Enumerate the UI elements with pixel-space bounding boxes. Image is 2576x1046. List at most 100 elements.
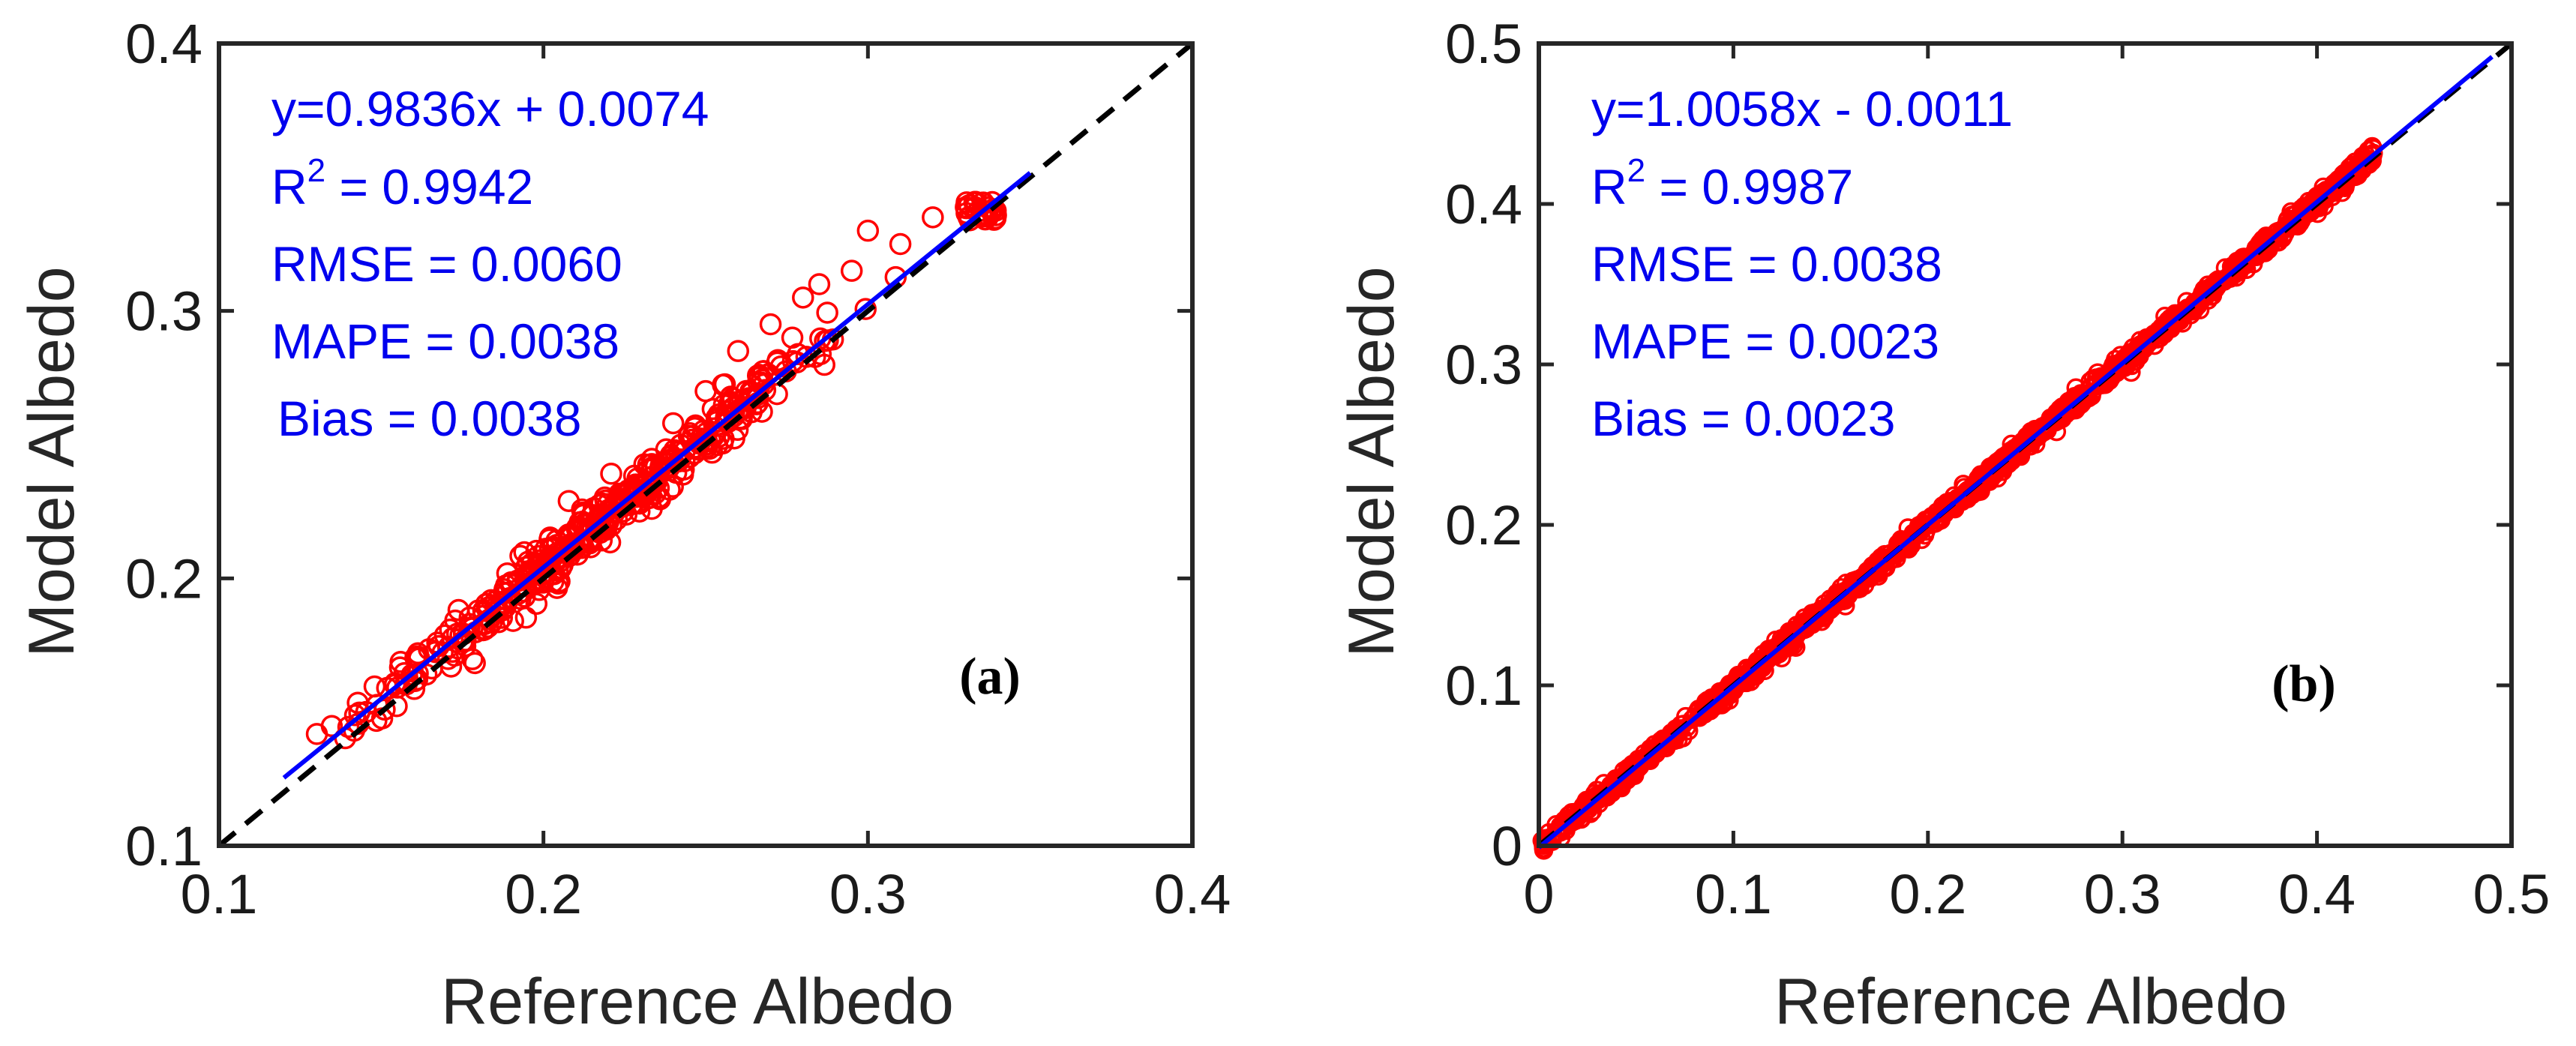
panel-a-label: (a) bbox=[959, 648, 1021, 706]
scatter-point bbox=[1936, 501, 1957, 520]
scatter-point bbox=[854, 298, 877, 320]
scatter-point bbox=[441, 627, 464, 649]
x-tick-label: 0.1 bbox=[1695, 863, 1772, 925]
scatter-point bbox=[628, 500, 651, 523]
scatter-point bbox=[2185, 293, 2206, 313]
scatter-point bbox=[840, 259, 863, 282]
scatter-point bbox=[759, 313, 782, 336]
x-tick-label: 0.1 bbox=[181, 863, 258, 925]
panel-a-x-axis-label: Reference Albedo bbox=[441, 966, 954, 1038]
panel-a-ticks bbox=[217, 41, 1195, 848]
panel-b-r2: R2 = 0.9987 bbox=[1591, 152, 1853, 214]
scatter-point bbox=[561, 537, 584, 559]
x-tick-label: 0.3 bbox=[829, 863, 907, 925]
scatter-point bbox=[1711, 689, 1731, 709]
scatter-point bbox=[2160, 315, 2179, 335]
scatter-point bbox=[404, 646, 427, 669]
scatter-point bbox=[766, 382, 788, 406]
scatter-point bbox=[1564, 808, 1583, 829]
scatter-point bbox=[1839, 582, 1858, 601]
x-tick-label: 0.2 bbox=[505, 863, 582, 925]
y-tick-label: 0.1 bbox=[1445, 655, 1522, 717]
x-tick-label: 0.4 bbox=[1154, 863, 1231, 925]
panel-a-tick-labels: 0.1 0.2 0.3 0.4 0.1 0.2 0.3 0.4 bbox=[125, 13, 1231, 925]
scatter-point bbox=[1963, 481, 1982, 502]
scatter-point bbox=[1940, 498, 1960, 518]
panel-a-rmse: RMSE = 0.0060 bbox=[271, 236, 622, 292]
scatter-point bbox=[363, 675, 386, 698]
x-tick-label: 0.3 bbox=[2084, 863, 2161, 925]
panel-a-fit-equation: y=0.9836x + 0.0074 bbox=[271, 81, 709, 136]
scatter-point bbox=[2281, 216, 2301, 235]
panel-b-bias: Bias = 0.0023 bbox=[1591, 391, 1895, 446]
panel-a-one-to-one-line bbox=[217, 41, 1195, 848]
scatter-point bbox=[337, 715, 360, 739]
scatter-point bbox=[2224, 261, 2244, 280]
scatter-point bbox=[654, 452, 677, 475]
scatter-point bbox=[1739, 667, 1759, 686]
y-tick-label: 0 bbox=[1492, 815, 1522, 877]
y-tick-label: 0.3 bbox=[1445, 334, 1522, 396]
y-tick-label: 0.3 bbox=[125, 280, 202, 343]
scatter-point bbox=[2324, 178, 2344, 197]
y-tick-label: 0.4 bbox=[1445, 173, 1522, 235]
scatter-point bbox=[727, 340, 750, 362]
scatter-point bbox=[1855, 568, 1874, 589]
panel-a-y-axis-label: Model Albedo bbox=[16, 266, 88, 657]
panel-b-mape: MAPE = 0.0023 bbox=[1591, 313, 1939, 369]
scatter-point bbox=[2264, 229, 2284, 249]
y-tick-label: 0.2 bbox=[125, 547, 202, 610]
scatter-point bbox=[808, 273, 831, 295]
scatter-point bbox=[538, 528, 561, 551]
panel-b-fit-equation: y=1.0058x - 0.0011 bbox=[1591, 81, 2013, 136]
panel-b-fit-line bbox=[1537, 55, 2494, 850]
y-tick-label: 0.1 bbox=[125, 815, 202, 877]
x-tick-label: 0.4 bbox=[2278, 863, 2356, 925]
scatter-point bbox=[792, 286, 814, 309]
scatter-point bbox=[1628, 754, 1648, 774]
panel-a-axes-frame bbox=[217, 41, 1195, 848]
y-tick-label: 0.2 bbox=[1445, 494, 1522, 556]
scatter-point bbox=[661, 412, 685, 435]
panel-a-bias: Bias = 0.0038 bbox=[277, 391, 581, 446]
scatter-point bbox=[1921, 509, 1942, 529]
scatter-point bbox=[1642, 744, 1663, 764]
scatter-point bbox=[439, 618, 461, 641]
scatter-point bbox=[889, 232, 912, 256]
panel-b-chart: 0 0.1 0.2 0.3 0.4 0.5 0 0.1 0.2 0.3 0.4 0.5 y=1.005… bbox=[1336, 13, 2550, 1038]
scatter-point bbox=[406, 642, 430, 665]
scatter-point bbox=[2079, 383, 2098, 403]
scatter-point bbox=[970, 203, 993, 226]
scatter-point bbox=[2015, 434, 2035, 454]
panel-a-chart: 0.1 0.2 0.3 0.4 0.1 0.2 0.3 0.4 y=0.9836x + 0.0… bbox=[16, 13, 1231, 1038]
y-tick-label: 0.5 bbox=[1445, 13, 1522, 75]
scatter-point bbox=[2129, 340, 2149, 361]
scatter-point bbox=[624, 477, 647, 500]
scatter-point bbox=[343, 704, 367, 727]
scatter-point bbox=[1592, 787, 1612, 807]
scatter-point bbox=[461, 648, 484, 670]
scatter-point bbox=[2046, 412, 2065, 432]
scatter-point bbox=[589, 514, 612, 537]
scatter-point bbox=[1762, 643, 1783, 663]
scatter-point bbox=[2164, 310, 2184, 330]
scatter-point bbox=[922, 206, 944, 229]
panel-b-label: (b) bbox=[2272, 655, 2336, 713]
panel-b-rmse: RMSE = 0.0038 bbox=[1591, 236, 1942, 292]
scatter-point bbox=[615, 503, 638, 526]
scatter-point bbox=[1904, 526, 1924, 547]
panel-b-tick-labels: 0 0.1 0.2 0.3 0.4 0.5 0 0.1 0.2 0.3 0.4 0.5 bbox=[1445, 13, 2550, 925]
scatter-point bbox=[305, 723, 328, 745]
panel-a-mape: MAPE = 0.0038 bbox=[271, 313, 619, 369]
scatter-point bbox=[1694, 703, 1714, 722]
scatter-point bbox=[649, 488, 671, 511]
scatter-point bbox=[600, 463, 622, 485]
scatter-point bbox=[2235, 252, 2255, 271]
scatter-point bbox=[373, 698, 396, 721]
scatter-point bbox=[816, 301, 838, 324]
scatter-point bbox=[955, 191, 978, 214]
scatter-point bbox=[463, 652, 486, 675]
panel-b-x-axis-label: Reference Albedo bbox=[1774, 966, 2287, 1038]
scatter-point bbox=[856, 219, 880, 242]
